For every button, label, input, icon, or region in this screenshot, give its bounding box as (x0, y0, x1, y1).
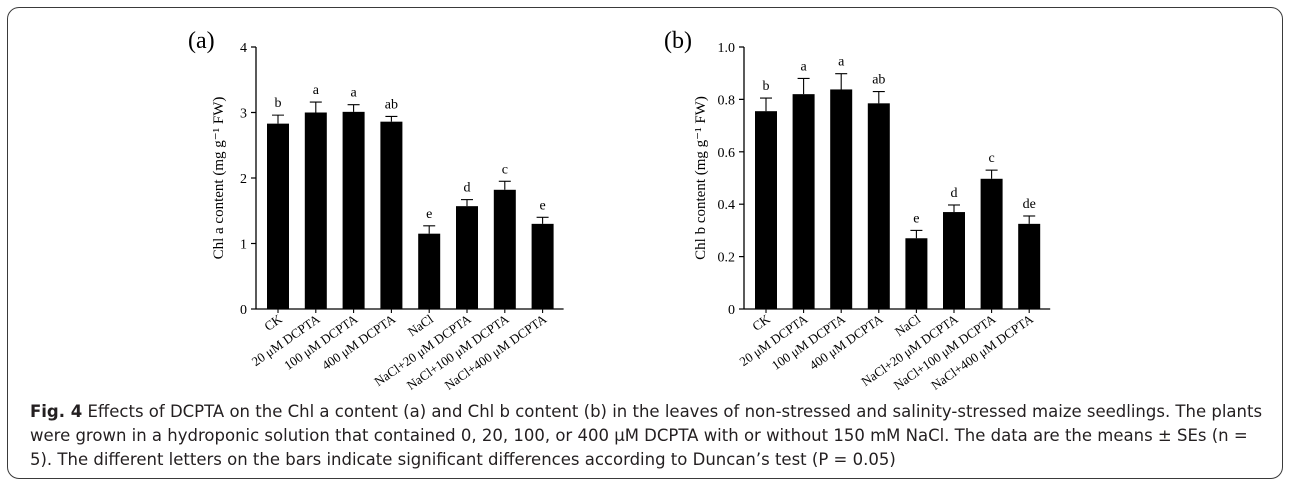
y-tick-label: 0.6 (718, 146, 736, 161)
bar (418, 233, 441, 309)
bar (755, 111, 777, 309)
y-tick-label: 0.2 (718, 251, 736, 266)
caption-text: Effects of DCPTA on the Chl a content (a… (30, 402, 1263, 469)
y-tick-label: 2 (240, 172, 247, 187)
significance-letter: a (838, 55, 845, 70)
significance-letter: a (800, 59, 807, 74)
significance-letter: a (313, 83, 320, 98)
significance-letter: d (951, 186, 958, 201)
y-tick-label: 0.4 (718, 198, 736, 213)
significance-letter: ab (385, 97, 398, 112)
bar (304, 112, 327, 309)
panel-label: (b) (664, 28, 692, 54)
bar (830, 89, 853, 309)
significance-letter: b (275, 96, 282, 111)
bar (493, 189, 516, 309)
chart-panel-b: (b) Chl b content (mg g⁻¹ FW) 0 0.2 0.4 0.6 0.… (664, 28, 1051, 393)
figure-caption: Fig. 4 Effects of DCPTA on the Chl a con… (30, 400, 1270, 472)
bar (380, 121, 403, 309)
y-tick-label: 4 (240, 41, 247, 56)
bar (342, 111, 365, 309)
significance-letter: e (913, 211, 919, 226)
bar (905, 238, 928, 309)
y-tick-label: 0 (728, 303, 735, 318)
significance-letter: c (988, 151, 994, 166)
bar (867, 103, 890, 309)
significance-letter: a (350, 86, 357, 101)
bar (943, 212, 965, 309)
bar (456, 206, 478, 309)
y-tick-label: 0.8 (718, 93, 736, 108)
y-tick-label: 3 (240, 107, 247, 122)
x-tick-label: CK (749, 311, 773, 334)
significance-letter: e (539, 198, 545, 213)
significance-letter: de (1023, 197, 1036, 212)
significance-letter: e (426, 207, 432, 222)
chart-panel-a: (a)Chl a content (mg g⁻¹ FW)01234bCKa20 … (188, 28, 564, 393)
panel-label: (a) (188, 28, 215, 54)
significance-letter: d (464, 181, 471, 196)
bar (980, 178, 1003, 309)
y-tick-label: 1 (240, 238, 247, 253)
bar (267, 123, 289, 309)
figure-frame: (a) Chl a content (mg g⁻¹ FW) 0 1 2 3 4 b CK a 20 … (7, 7, 1283, 479)
y-axis-label: Chl a content (mg g⁻¹ FW) (211, 97, 227, 260)
x-tick-label: CK (261, 311, 285, 334)
caption-label: Fig. 4 (30, 402, 83, 421)
bar (1018, 223, 1041, 309)
figure-charts: (a)Chl a content (mg g⁻¹ FW)01234bCKa20 … (188, 28, 1051, 393)
y-axis-label: Chl b content (mg g⁻¹ FW) (693, 96, 709, 260)
significance-letter: c (502, 162, 508, 177)
y-tick-label: 1.0 (718, 41, 736, 56)
significance-letter: ab (872, 73, 885, 88)
bar (531, 223, 554, 309)
bar (792, 94, 815, 309)
y-tick-label: 0 (240, 303, 247, 318)
significance-letter: b (763, 79, 770, 94)
